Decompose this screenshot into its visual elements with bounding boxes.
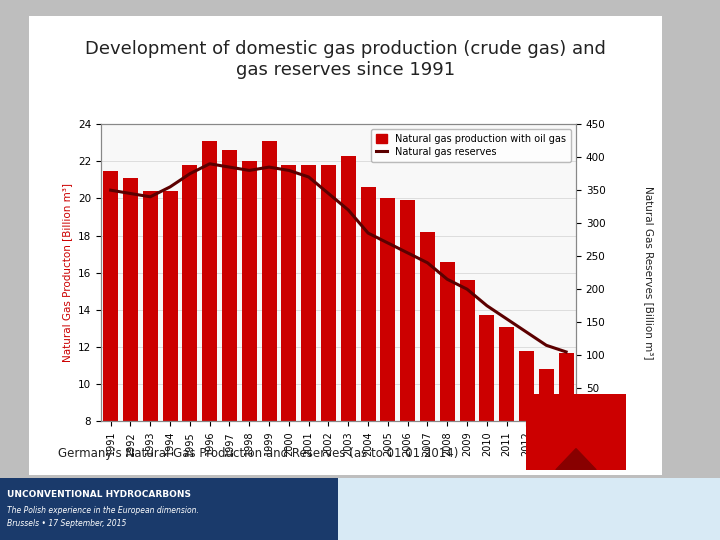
Bar bbox=[539, 369, 554, 540]
Bar bbox=[559, 353, 574, 540]
Text: Brussels • 17 September, 2015: Brussels • 17 September, 2015 bbox=[7, 519, 127, 528]
Bar bbox=[182, 165, 197, 540]
Bar bbox=[440, 261, 455, 540]
Text: Germany's Natural Gas Production and Reserves (as to 01.01.2014): Germany's Natural Gas Production and Res… bbox=[58, 447, 458, 460]
Bar bbox=[480, 315, 495, 540]
Bar bbox=[242, 161, 257, 540]
Text: Development of domestic gas production (crude gas) and: Development of domestic gas production (… bbox=[85, 39, 606, 58]
Bar bbox=[380, 198, 395, 540]
Bar bbox=[202, 141, 217, 540]
Legend: Natural gas production with oil gas, Natural gas reserves: Natural gas production with oil gas, Nat… bbox=[371, 129, 571, 161]
Bar bbox=[321, 165, 336, 540]
Bar bbox=[222, 150, 237, 540]
Polygon shape bbox=[556, 449, 596, 470]
Bar bbox=[519, 350, 534, 540]
Bar bbox=[261, 141, 276, 540]
Bar bbox=[103, 171, 118, 540]
Text: The Polish experience in the European dimension.: The Polish experience in the European di… bbox=[7, 506, 199, 515]
Bar bbox=[459, 280, 474, 540]
Bar bbox=[499, 327, 514, 540]
Bar bbox=[282, 165, 297, 540]
Bar bbox=[301, 165, 316, 540]
Text: UNCONVENTIONAL HYDROCARBONS: UNCONVENTIONAL HYDROCARBONS bbox=[7, 490, 192, 498]
Bar bbox=[420, 232, 435, 540]
Bar bbox=[361, 187, 376, 540]
Bar bbox=[123, 178, 138, 540]
Text: gas reserves since 1991: gas reserves since 1991 bbox=[236, 61, 455, 79]
Bar bbox=[400, 200, 415, 540]
Bar bbox=[143, 191, 158, 540]
Bar bbox=[341, 156, 356, 540]
Y-axis label: Natural Gas Producton [Billion m³]: Natural Gas Producton [Billion m³] bbox=[62, 183, 72, 362]
Bar bbox=[163, 191, 178, 540]
Y-axis label: Natural Gas Reserves [Billion m³]: Natural Gas Reserves [Billion m³] bbox=[644, 186, 654, 360]
